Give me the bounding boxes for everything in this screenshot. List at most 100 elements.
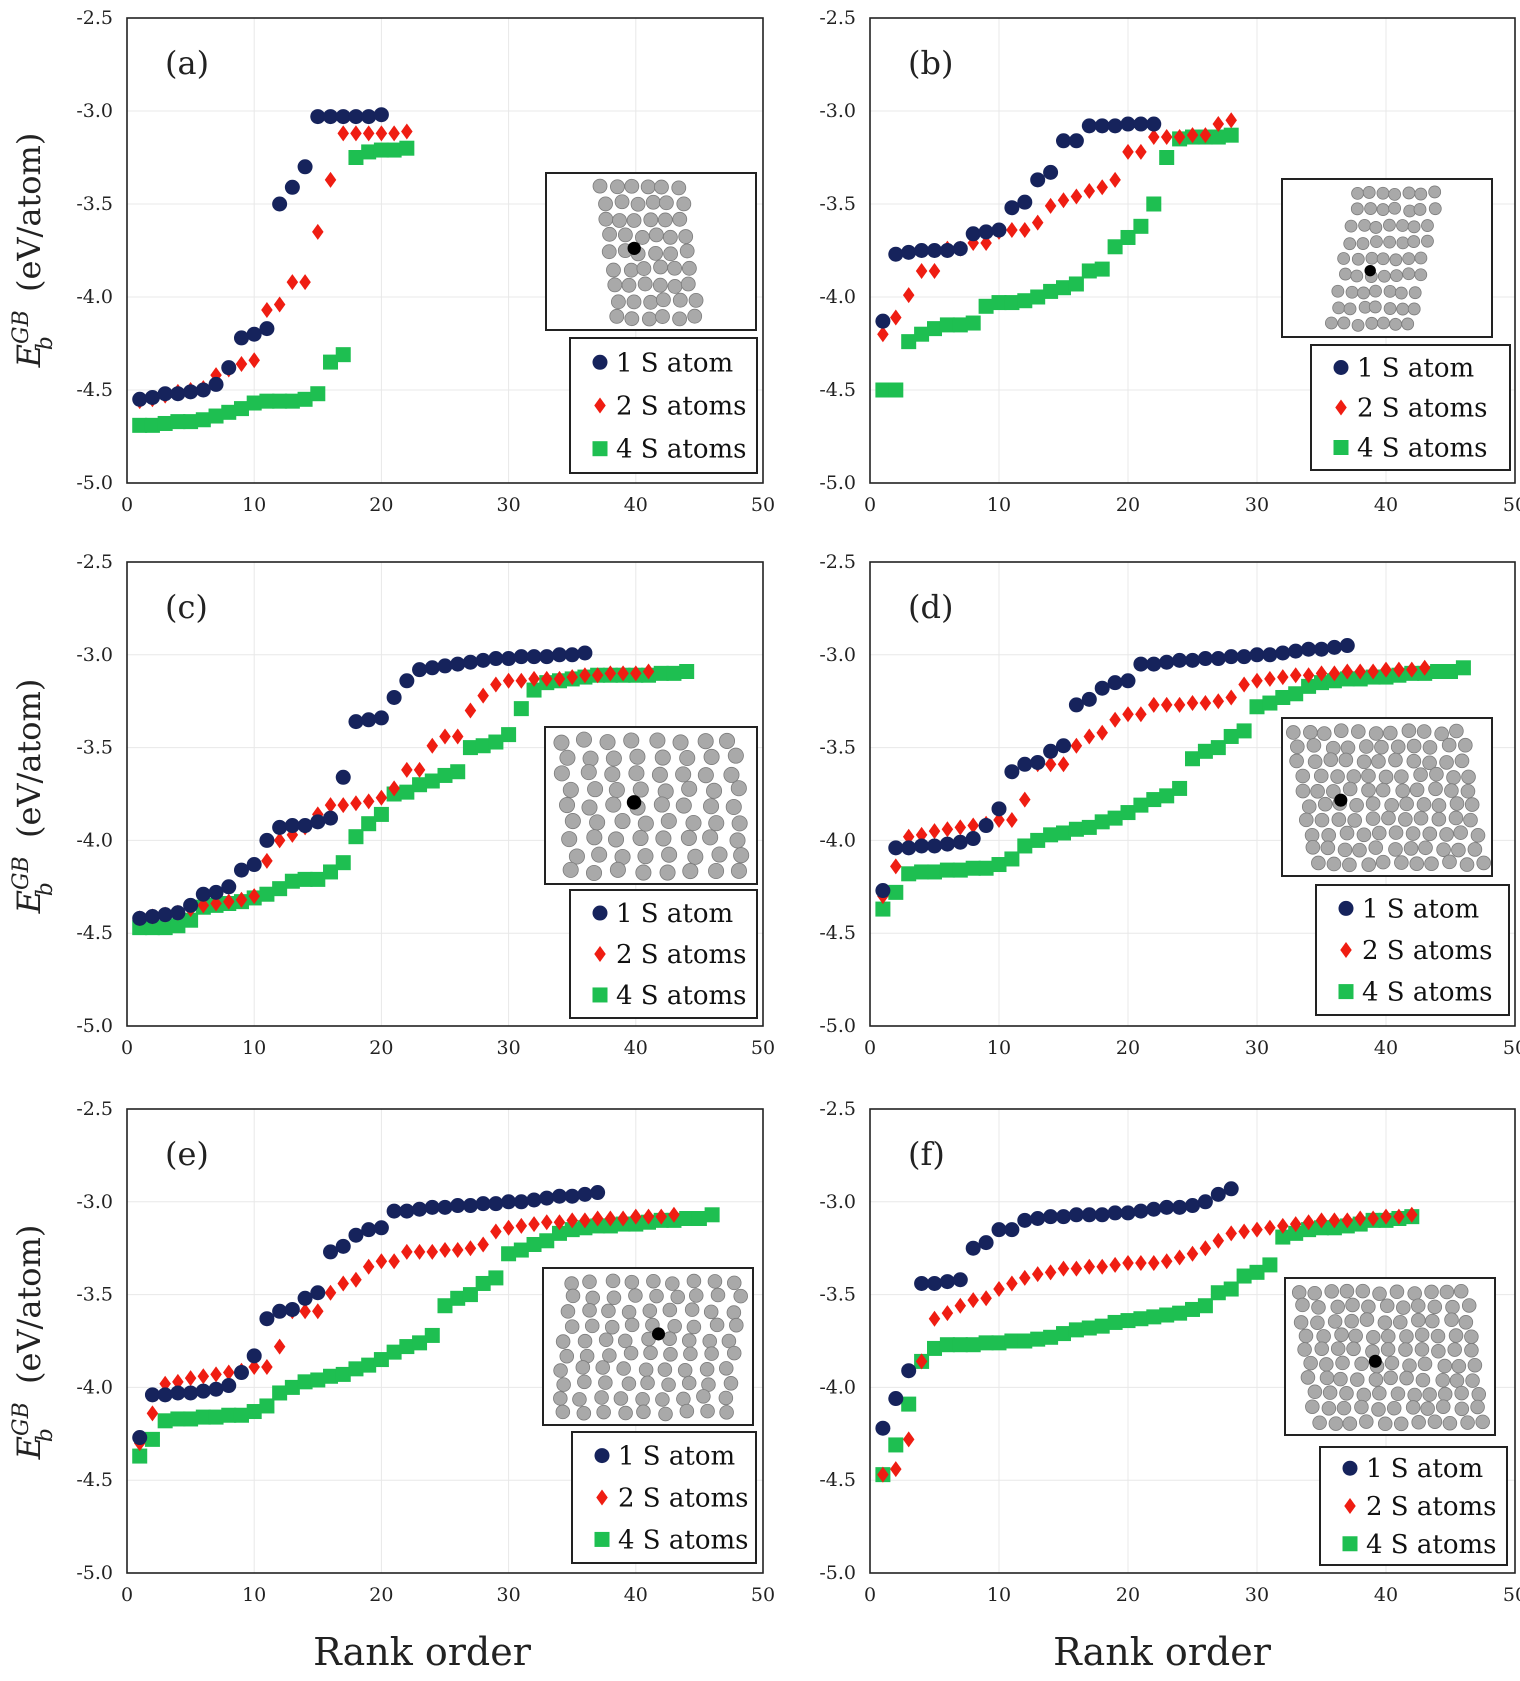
data-point bbox=[488, 1196, 504, 1212]
data-point bbox=[513, 1194, 529, 1210]
atom bbox=[718, 1361, 734, 1376]
atom bbox=[1357, 286, 1370, 300]
data-point bbox=[259, 1398, 275, 1414]
data-point bbox=[888, 884, 904, 900]
data-point bbox=[1068, 276, 1084, 292]
atom bbox=[1358, 218, 1371, 232]
data-point bbox=[221, 360, 237, 376]
atom bbox=[662, 229, 678, 245]
atom bbox=[1372, 1385, 1387, 1401]
atom bbox=[587, 781, 604, 798]
data-point bbox=[875, 883, 891, 899]
data-point bbox=[324, 171, 337, 188]
atom bbox=[1410, 1298, 1426, 1314]
atom bbox=[591, 846, 608, 863]
data-point bbox=[1017, 1212, 1033, 1228]
sulfur-atom bbox=[651, 1327, 666, 1341]
data-point bbox=[284, 818, 300, 834]
atom bbox=[585, 1290, 600, 1306]
y-tick-label: -2.5 bbox=[76, 7, 113, 29]
y-tick-label: -4.5 bbox=[76, 379, 113, 401]
data-point bbox=[172, 1373, 184, 1390]
atom bbox=[1418, 840, 1433, 856]
atom bbox=[1285, 725, 1301, 740]
atom bbox=[1476, 855, 1492, 871]
data-point bbox=[1160, 696, 1173, 713]
data-point bbox=[1083, 1258, 1096, 1275]
data-point bbox=[939, 1274, 955, 1290]
data-point bbox=[1430, 664, 1446, 680]
x-tick-label: 40 bbox=[624, 1584, 648, 1606]
data-point bbox=[183, 414, 199, 430]
data-point bbox=[888, 840, 904, 856]
data-point bbox=[875, 1420, 891, 1436]
y-tick-label: -4.5 bbox=[819, 922, 856, 944]
atom bbox=[1330, 1341, 1346, 1356]
atom bbox=[1422, 1387, 1437, 1402]
data-point bbox=[195, 1383, 211, 1399]
data-point bbox=[1251, 1221, 1263, 1238]
atom bbox=[1448, 1328, 1464, 1343]
data-point bbox=[1199, 1240, 1212, 1257]
x-tick-label: 20 bbox=[1116, 494, 1140, 516]
y-tick-label: -2.5 bbox=[819, 1098, 856, 1120]
atom bbox=[624, 1317, 640, 1333]
data-point bbox=[1133, 1203, 1149, 1219]
data-point bbox=[1186, 127, 1199, 144]
y-tick-label: -2.5 bbox=[76, 551, 113, 573]
data-point bbox=[1094, 261, 1110, 277]
data-point bbox=[978, 1335, 994, 1351]
data-point bbox=[386, 689, 402, 705]
data-point bbox=[1107, 1314, 1123, 1330]
atom bbox=[1448, 810, 1464, 826]
atom bbox=[1338, 752, 1354, 768]
data-point bbox=[630, 665, 642, 682]
data-point bbox=[323, 810, 339, 826]
data-point bbox=[1418, 659, 1431, 676]
atom bbox=[606, 262, 621, 278]
data-point bbox=[299, 274, 311, 291]
data-point bbox=[1159, 1199, 1175, 1215]
data-point bbox=[579, 1212, 591, 1229]
data-point bbox=[978, 298, 994, 314]
atom bbox=[581, 799, 598, 816]
x-axis-label: Rank order bbox=[313, 1630, 532, 1674]
atom bbox=[661, 846, 678, 863]
data-point bbox=[1096, 179, 1108, 196]
atom bbox=[1307, 1384, 1323, 1400]
data-point bbox=[273, 1338, 286, 1355]
data-point bbox=[1043, 1329, 1059, 1345]
atom bbox=[1399, 796, 1414, 812]
data-point bbox=[490, 1223, 502, 1240]
data-point bbox=[1107, 239, 1123, 255]
plot-frame bbox=[869, 561, 1516, 1027]
data-point bbox=[952, 862, 968, 878]
structure-inset bbox=[1284, 1277, 1496, 1436]
legend-marker bbox=[1340, 942, 1352, 958]
atom bbox=[711, 846, 728, 863]
legend-marker bbox=[592, 354, 608, 370]
data-point bbox=[208, 408, 224, 424]
atom bbox=[648, 245, 663, 261]
atom bbox=[621, 1376, 637, 1391]
atom bbox=[1371, 825, 1387, 841]
atom bbox=[1376, 203, 1390, 216]
data-point bbox=[362, 1258, 375, 1275]
data-point bbox=[991, 801, 1007, 817]
atom bbox=[1401, 317, 1415, 331]
data-point bbox=[564, 647, 580, 663]
data-point bbox=[551, 647, 567, 663]
atom bbox=[614, 194, 630, 210]
atom bbox=[1293, 1315, 1309, 1330]
data-point bbox=[927, 321, 942, 337]
data-point bbox=[183, 912, 199, 928]
data-point bbox=[170, 386, 186, 402]
atom bbox=[596, 1404, 611, 1420]
data-point bbox=[1223, 127, 1239, 143]
data-point bbox=[1120, 229, 1136, 245]
data-point bbox=[210, 895, 222, 912]
structure-inset bbox=[544, 726, 758, 885]
data-point bbox=[1289, 1216, 1302, 1233]
y-axis-labels: EGBb (eV/atom) EGBb (eV/atom) EGBb (eV/ato… bbox=[9, 133, 58, 1461]
data-point bbox=[297, 1374, 313, 1390]
